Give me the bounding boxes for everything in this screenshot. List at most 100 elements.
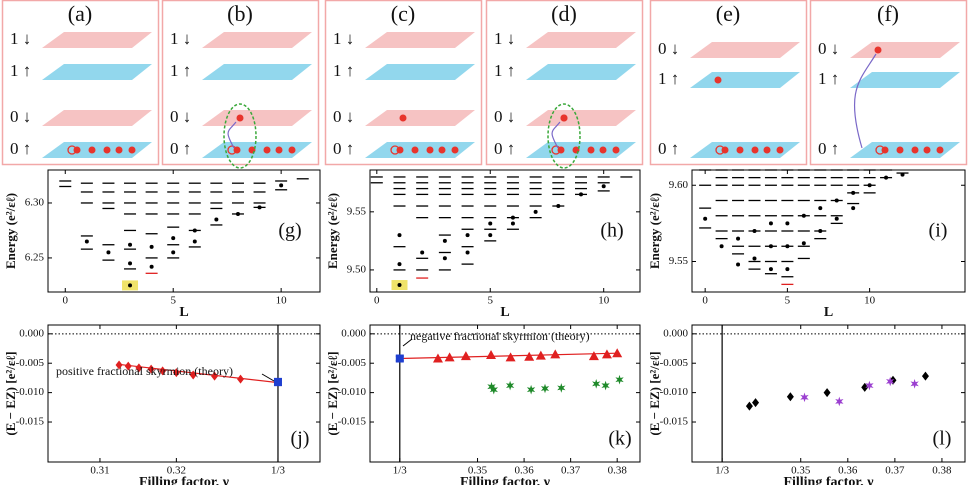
point — [557, 383, 566, 393]
point — [865, 380, 874, 391]
point — [279, 183, 284, 188]
point — [719, 244, 724, 249]
x-tick-label: 0.38 — [932, 465, 952, 477]
layer-label: 1 ↑ — [818, 69, 839, 88]
layer-label: 0 ↑ — [10, 139, 31, 158]
electron — [426, 146, 434, 154]
panel-label: (j) — [291, 428, 310, 450]
layer-label: 1 ↓ — [494, 29, 515, 48]
point — [128, 261, 133, 266]
layer-plane — [690, 72, 800, 88]
hole — [551, 145, 561, 155]
electron — [560, 114, 568, 122]
point — [214, 217, 219, 222]
layer-plane — [42, 142, 152, 158]
point — [505, 352, 516, 362]
electron — [451, 146, 459, 154]
x-tick-label: 0 — [702, 295, 708, 307]
layer-label: 0 ↑ — [333, 139, 354, 158]
point — [540, 383, 550, 394]
x-tick-label: 10 — [276, 295, 288, 307]
layer-plane — [690, 142, 800, 158]
point — [124, 361, 132, 371]
layer-label: 0 ↑ — [494, 139, 515, 158]
y-tick-label: 9.60 — [669, 179, 689, 191]
point — [851, 206, 856, 211]
point — [465, 250, 470, 255]
point — [900, 172, 905, 177]
electron — [896, 146, 904, 154]
point — [84, 239, 89, 244]
x-tick-label: 1/3 — [271, 465, 286, 477]
point — [834, 216, 839, 221]
point — [768, 244, 773, 249]
point — [835, 396, 844, 407]
x-axis-label: L — [824, 305, 833, 320]
plot-frame — [47, 169, 321, 293]
point — [588, 351, 599, 361]
point — [800, 392, 809, 403]
panel-label: (a) — [68, 1, 92, 26]
layer-label: 0 ↓ — [170, 107, 191, 126]
y-axis-label: Energy (e²/εℓ) — [647, 193, 662, 269]
point — [135, 363, 143, 373]
point — [192, 228, 197, 233]
electron — [587, 146, 595, 154]
point — [818, 229, 823, 233]
x-tick-label: 5 — [170, 295, 176, 307]
electron — [411, 146, 419, 154]
point — [432, 353, 443, 363]
x-tick-label: 1/3 — [393, 465, 408, 477]
plot-frame — [691, 169, 966, 293]
electron — [923, 146, 931, 154]
plot-frame — [47, 324, 321, 463]
electron — [936, 146, 944, 154]
point — [237, 374, 245, 384]
panel-label: (b) — [227, 1, 253, 26]
point — [510, 221, 515, 226]
layer-plane — [42, 64, 152, 80]
point — [397, 262, 402, 267]
y-tick-label: -0.010 — [338, 386, 367, 398]
point — [615, 374, 624, 385]
point — [192, 239, 197, 244]
point — [397, 283, 402, 288]
layer-plane — [202, 32, 312, 48]
y-axis-label: (E − EZ) [e²/εℓ] — [3, 351, 18, 435]
panel-label: (e) — [716, 1, 740, 26]
point — [128, 283, 133, 288]
y-tick-label: 6.25 — [25, 251, 45, 263]
layer-label: 0 ↑ — [170, 139, 191, 158]
x-tick-label: 10 — [864, 295, 876, 307]
point — [785, 221, 790, 226]
layer-plane — [365, 64, 475, 80]
point — [397, 233, 402, 238]
point — [442, 238, 447, 243]
layer-label: 0 ↓ — [333, 107, 354, 126]
point — [752, 256, 757, 261]
y-tick-label: 6.30 — [25, 197, 45, 209]
hole — [390, 145, 400, 155]
electron — [751, 146, 759, 154]
electron — [911, 146, 919, 154]
point — [442, 256, 447, 261]
layer-plane — [202, 142, 312, 158]
y-tick-label: -0.015 — [16, 416, 45, 428]
annotation-arrow — [402, 338, 413, 347]
x-tick-label: 0.37 — [561, 465, 581, 477]
electron — [115, 146, 123, 154]
y-tick-label: -0.015 — [660, 416, 689, 428]
y-tick-label: 0.000 — [341, 327, 366, 339]
layer-label: 0 ↑ — [658, 139, 679, 158]
x-tick-label: 10 — [598, 295, 610, 307]
y-tick-label: 0.000 — [663, 327, 688, 339]
layer-plane — [526, 142, 636, 158]
panel-border — [324, 0, 483, 166]
layer-plane — [365, 32, 475, 48]
point — [851, 190, 856, 195]
panel-label: (g) — [278, 220, 301, 242]
electron — [103, 146, 111, 154]
layer-label: 0 ↓ — [494, 107, 515, 126]
point — [257, 205, 262, 210]
layer-plane — [42, 32, 152, 48]
